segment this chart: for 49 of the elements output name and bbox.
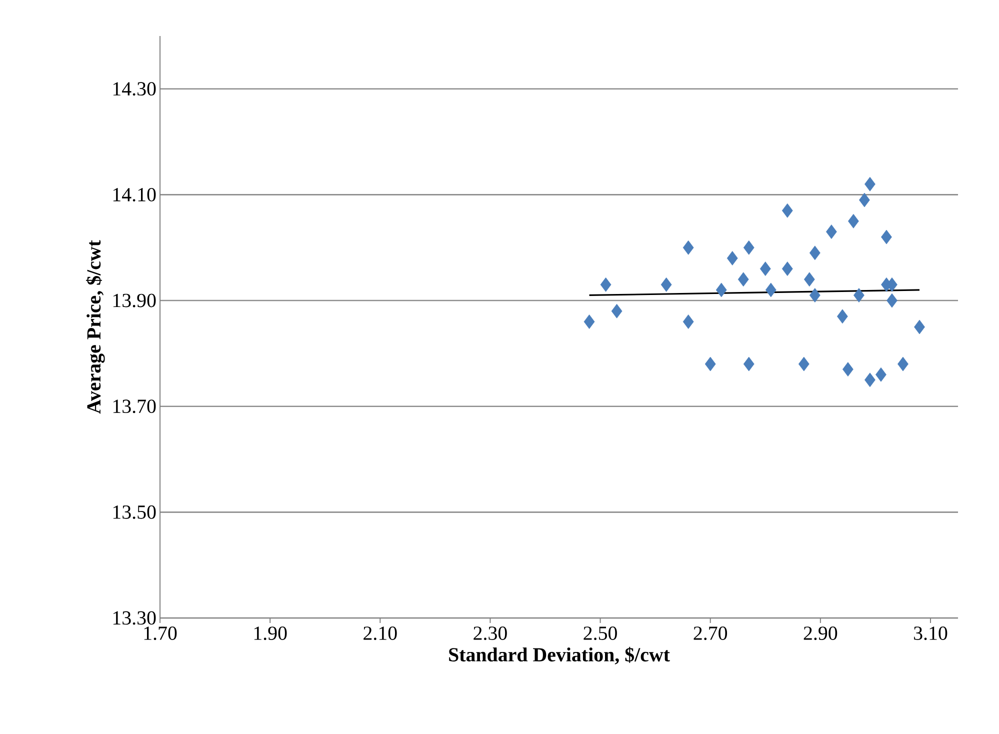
point [859, 192, 870, 208]
point [864, 176, 876, 192]
x-tick-label: 2.50 [584, 626, 617, 640]
point [881, 230, 892, 244]
y-axis-title: Average Price, $/cwt [86, 240, 105, 414]
point [864, 372, 876, 388]
point [726, 251, 738, 266]
point [743, 356, 754, 372]
point [804, 272, 815, 287]
point [782, 262, 793, 276]
x-tick-label: 2.70 [694, 626, 728, 640]
point [682, 240, 694, 255]
point [782, 203, 793, 218]
x-tick-label: 3.10 [914, 626, 948, 640]
y-tick-label: 13.70 [113, 400, 156, 414]
point [842, 362, 854, 377]
point [898, 356, 908, 372]
point [660, 277, 672, 292]
point [876, 367, 886, 382]
x-tick-label: 1.90 [254, 626, 287, 640]
y-tick-label: 13.50 [113, 505, 156, 519]
y-tick-label: 13.30 [113, 611, 156, 625]
point [584, 314, 595, 329]
point [682, 314, 694, 329]
point [826, 224, 837, 239]
x-tick-label: 2.10 [364, 626, 397, 640]
point [738, 272, 749, 287]
point [848, 214, 859, 228]
point [809, 246, 820, 260]
x-tick-label: 2.90 [804, 626, 838, 640]
point [886, 293, 898, 308]
point [611, 304, 622, 318]
y-tick-label: 14.10 [113, 188, 156, 202]
point [743, 240, 754, 255]
y-tick-label: 14.30 [113, 82, 156, 96]
point [765, 282, 776, 298]
point [600, 277, 612, 292]
point [704, 356, 716, 372]
point [760, 262, 771, 276]
point [854, 288, 864, 302]
point [836, 309, 848, 324]
point [798, 356, 810, 372]
point [914, 320, 925, 334]
x-tick-label: 2.30 [474, 626, 507, 640]
x-axis-title: Standard Deviation, $/cwt [449, 646, 670, 664]
y-tick-label: 13.90 [113, 294, 156, 308]
point [716, 282, 727, 298]
x-tick-label: 1.70 [144, 626, 177, 640]
point [809, 288, 820, 302]
